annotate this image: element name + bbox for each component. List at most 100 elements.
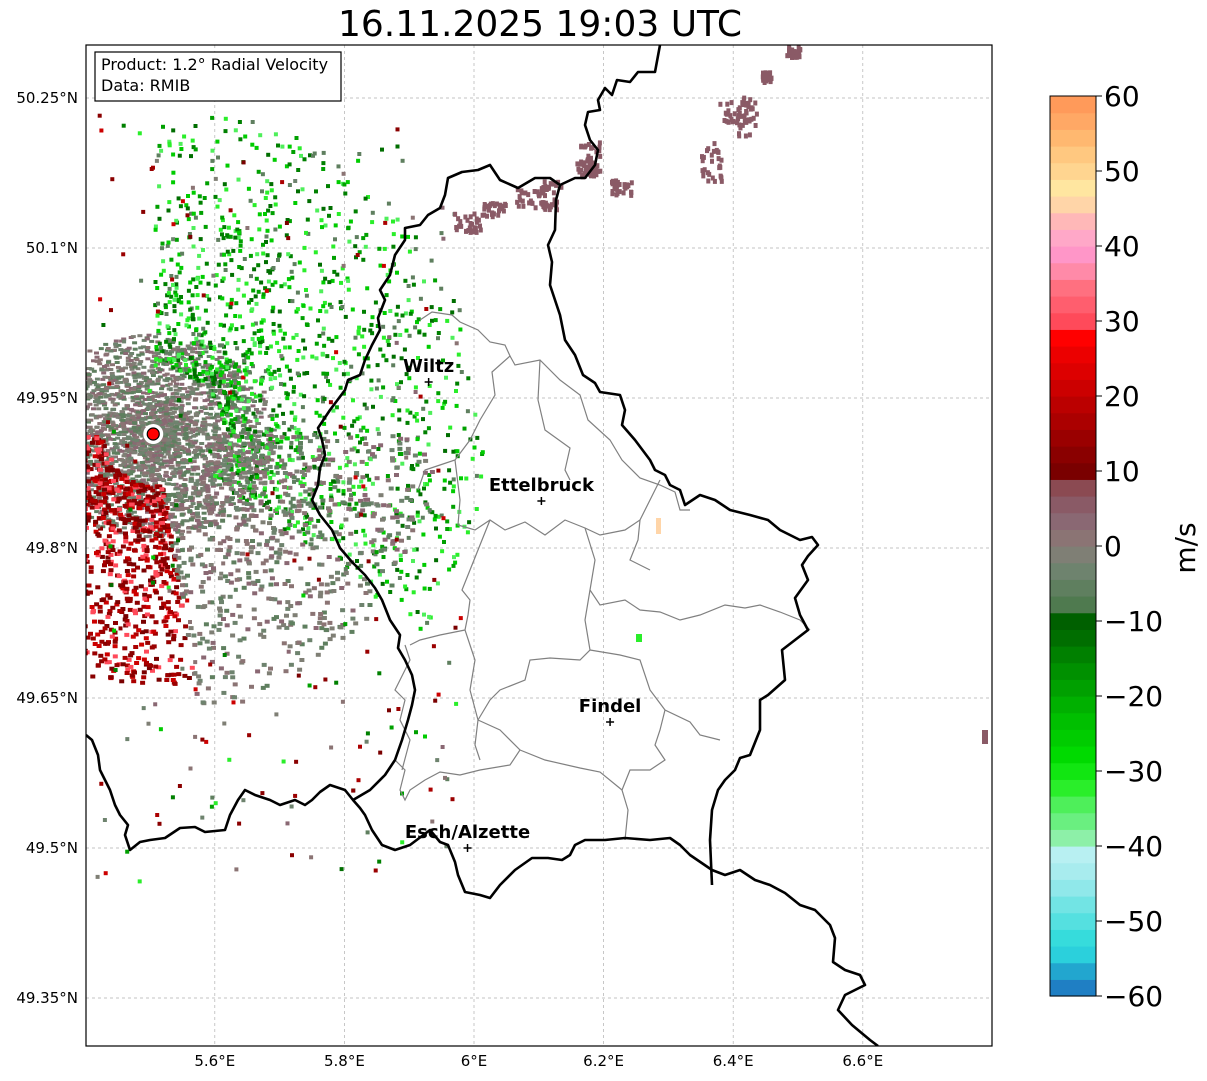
radar-echo-pixel (140, 423, 146, 427)
radar-echo-pixel (147, 379, 153, 383)
radar-echo-pixel (65, 530, 70, 534)
radar-echo-pixel (12, 508, 17, 512)
radar-echo-pixel (352, 419, 357, 424)
radar-echo-pixel (466, 376, 471, 381)
radar-echo-pixel (133, 592, 139, 597)
radar-echo-pixel (336, 164, 341, 169)
radar-echo-pixel (8, 505, 13, 509)
radar-echo-pixel (150, 463, 156, 467)
radar-echo-pixel (65, 569, 70, 573)
radar-echo-pixel (229, 467, 234, 472)
radar-echo-pixel (119, 439, 125, 443)
radar-echo-pixel (176, 442, 182, 445)
radar-echo-pixel (205, 294, 210, 298)
radar-echo-pixel (245, 387, 250, 391)
radar-echo-pixel (201, 417, 207, 421)
radar-echo-pixel (434, 558, 439, 563)
radar-echo-pixel (156, 677, 162, 682)
radar-echo-pixel (195, 515, 201, 519)
radar-echo-pixel (178, 341, 183, 346)
radar-echo-pixel (165, 429, 170, 433)
radar-echo-pixel (176, 672, 182, 677)
radar-echo-pixel (165, 600, 171, 605)
radar-echo-pixel (153, 570, 159, 575)
radar-echo-pixel (32, 446, 37, 450)
radar-echo-pixel (241, 394, 247, 398)
radar-echo-pixel (93, 529, 99, 534)
radar-echo-pixel (229, 450, 235, 454)
radar-echo-pixel (126, 495, 132, 499)
radar-echo-pixel (68, 510, 73, 514)
radar-echo-pixel (58, 422, 63, 425)
radar-echo-pixel (375, 427, 380, 432)
radar-echo-pixel (170, 411, 176, 415)
radar-echo-pixel (236, 365, 242, 369)
radar-echo-pixel (62, 531, 67, 535)
radar-echo-pixel (15, 445, 20, 449)
radar-echo-pixel (45, 448, 50, 452)
radar-echo-pixel (135, 418, 141, 422)
radar-echo-pixel (140, 441, 146, 445)
radar-echo-pixel (261, 242, 265, 247)
radar-echo-pixel (206, 281, 211, 286)
radar-echo-pixel (105, 559, 111, 564)
radar-echo-pixel (2, 550, 7, 554)
radar-echo-pixel (406, 298, 411, 303)
radar-echo-pixel (264, 429, 269, 434)
radar-echo-pixel (258, 344, 263, 349)
radar-echo-pixel (89, 498, 95, 503)
radar-echo-pixel (396, 439, 401, 444)
radar-echo-pixel (77, 577, 82, 581)
radar-echo-pixel (98, 629, 104, 634)
radar-echo-pixel (295, 371, 300, 376)
radar-echo-pixel (1, 618, 6, 622)
radar-echo-pixel (174, 448, 180, 452)
radar-echo-pixel (120, 415, 126, 418)
radar-echo-pixel (235, 421, 241, 424)
radar-echo-pixel (388, 590, 393, 594)
radar-echo-pixel (162, 541, 168, 546)
radar-echo-pixel (73, 452, 78, 455)
radar-echo-pixel (86, 464, 89, 469)
radar-echo-pixel (143, 398, 148, 401)
radar-echo-pixel (3, 495, 8, 499)
radar-echo-pixel (231, 426, 236, 431)
radar-echo-pixel (218, 389, 224, 393)
radar-echo-pixel (12, 489, 17, 493)
radar-echo-pixel (158, 458, 164, 462)
radar-echo-pixel (232, 459, 238, 463)
radar-echo-pixel (57, 619, 62, 623)
radar-echo-pixel (105, 555, 111, 560)
radar-echo-pixel (338, 385, 343, 390)
radar-echo-pixel (405, 420, 410, 425)
radar-echo-pixel (182, 673, 188, 678)
radar-echo-pixel (192, 372, 197, 376)
radar-echo-pixel (64, 383, 69, 386)
radar-echo-pixel (276, 258, 280, 262)
radar-echo-pixel (150, 575, 156, 580)
radar-echo-pixel (153, 370, 159, 374)
radar-echo-pixel (108, 397, 114, 401)
radar-echo-pixel (56, 534, 61, 538)
radar-echo-pixel (215, 396, 221, 400)
radar-echo-pixel (199, 430, 205, 434)
radar-echo-pixel (326, 184, 330, 189)
radar-echo-pixel (71, 484, 76, 488)
radar-echo-pixel (107, 463, 113, 467)
radar-echo-pixel (66, 408, 71, 411)
radar-echo-pixel (193, 449, 198, 452)
radar-echo-pixel (154, 445, 160, 449)
radar-echo-pixel (219, 486, 225, 490)
radar-echo-pixel (422, 332, 427, 337)
map-area[interactable] (86, 45, 992, 1046)
radar-echo-pixel (111, 497, 117, 502)
radar-echo-pixel (39, 603, 44, 607)
radar-echo-pixel (135, 410, 141, 414)
radar-echo-pixel (97, 467, 103, 472)
radar-echo-pixel (45, 624, 50, 628)
radar-echo-pixel (16, 621, 21, 625)
radar-echo-pixel (193, 412, 199, 416)
radar-echo-pixel (154, 347, 159, 352)
radar-echo-pixel (445, 519, 450, 524)
radar-echo-pixel (74, 521, 79, 525)
